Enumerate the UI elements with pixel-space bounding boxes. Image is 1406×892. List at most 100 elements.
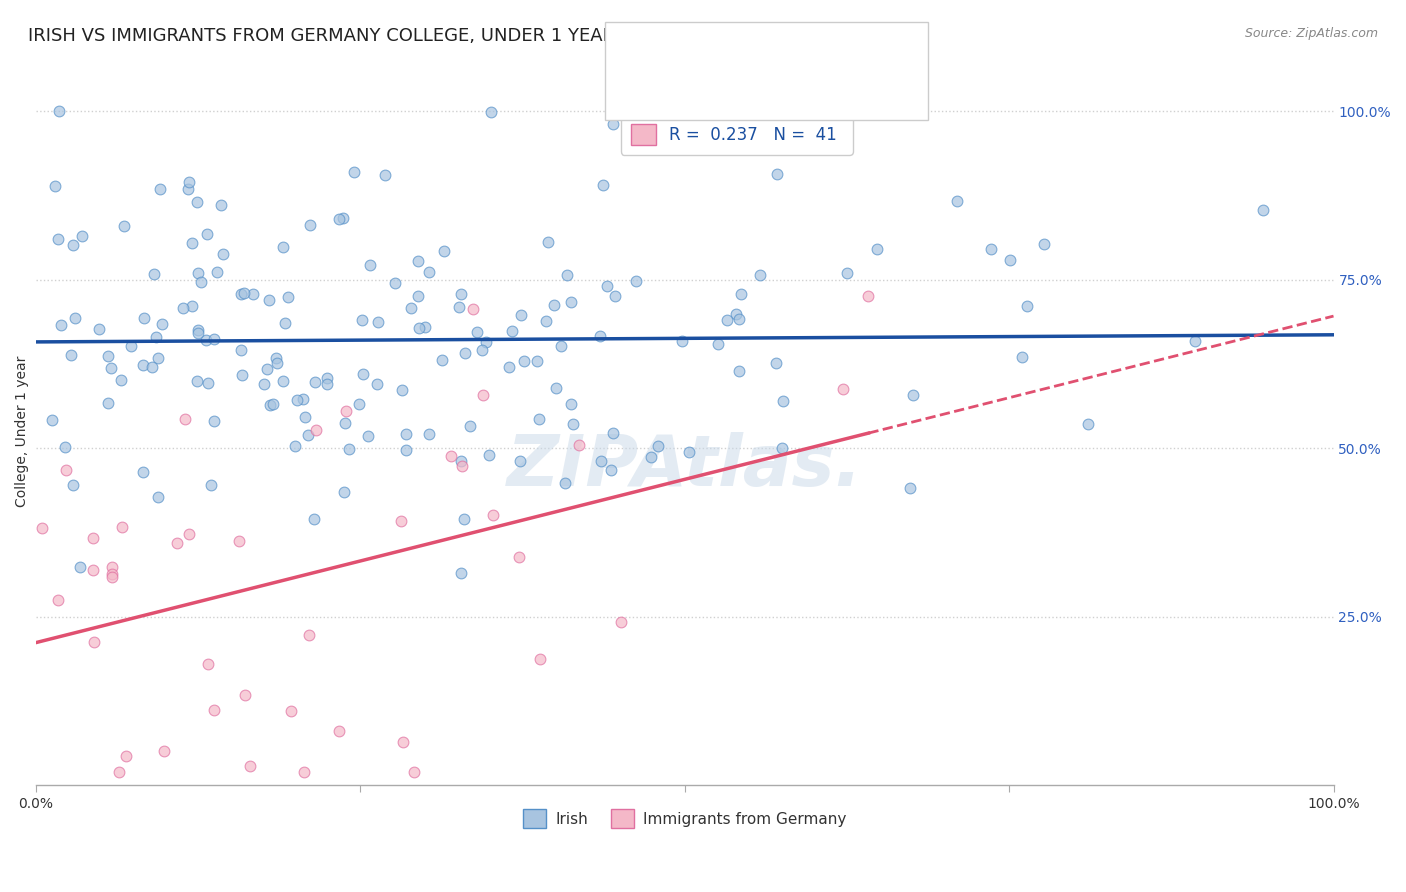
Point [352,313,374,327]
Point [374,168,396,182]
Point [589,329,612,343]
Point [120,339,142,353]
Point [603,289,626,303]
Point [82,531,104,545]
Point [177,182,200,196]
Point [242,287,264,301]
Point [333,416,356,430]
Point [110,373,132,387]
Point [413,320,436,334]
Point [730,286,752,301]
Point [450,287,472,301]
Point [467,326,489,340]
Point [316,377,339,392]
Point [395,443,418,458]
Point [453,512,475,526]
Point [174,412,197,426]
Point [298,218,321,232]
Point [359,258,381,272]
Point [450,566,472,581]
Point [101,560,124,574]
Point [256,361,278,376]
Point [211,197,233,211]
Point [458,419,481,434]
Point [111,520,134,534]
Point [509,454,531,468]
Point [112,219,135,233]
Point [207,265,229,279]
Point [568,438,591,452]
Point [51,318,73,332]
Point [195,334,218,348]
Point [602,425,624,440]
Point [146,490,169,504]
Point [259,293,281,308]
Text: IRISH VS IMMIGRANTS FROM GERMANY COLLEGE, UNDER 1 YEAR CORRELATION CHART: IRISH VS IMMIGRANTS FROM GERMANY COLLEGE… [28,27,815,45]
Point [202,703,225,717]
Point [202,332,225,346]
Text: ZIPAtlas.: ZIPAtlas. [506,432,863,501]
Point [384,276,406,290]
Point [418,265,440,279]
Point [132,358,155,372]
Point [471,343,494,357]
Point [166,536,188,550]
Point [62,237,84,252]
Point [284,439,307,453]
Point [132,310,155,325]
Point [101,566,124,581]
Point [294,410,316,425]
Point [1184,334,1206,348]
Point [724,307,747,321]
Point [197,657,219,672]
Point [501,324,523,338]
Point [749,268,772,283]
Point [835,266,858,280]
Point [349,397,371,411]
Point [87,321,110,335]
Point [229,343,252,357]
Point [389,514,412,528]
Point [391,384,413,398]
Point [239,759,262,773]
Point [366,377,388,392]
Point [727,312,749,326]
Point [529,652,551,666]
Point [132,465,155,479]
Point [287,392,309,407]
Point [471,388,494,402]
Point [297,428,319,442]
Point [770,442,793,456]
Point [328,723,350,738]
Point [253,376,276,391]
Point [453,346,475,360]
Point [70,229,93,244]
Point [337,442,360,456]
Point [280,704,302,718]
Point [543,298,565,312]
Point [550,339,572,353]
Point [179,527,201,541]
Point [149,182,172,196]
Point [211,246,233,260]
Point [145,330,167,344]
Point [274,316,297,330]
Point [1032,237,1054,252]
Point [430,352,453,367]
Point [229,286,252,301]
Point [62,477,84,491]
Point [277,290,299,304]
Point [148,351,170,365]
Point [402,764,425,779]
Point [63,310,86,325]
Point [562,417,585,431]
Point [186,375,208,389]
Point [53,440,76,454]
Point [231,368,253,382]
Point [898,481,921,495]
Point [228,533,250,548]
Point [172,301,194,316]
Point [418,427,440,442]
Y-axis label: College, Under 1 year: College, Under 1 year [15,356,30,507]
Point [181,236,204,251]
